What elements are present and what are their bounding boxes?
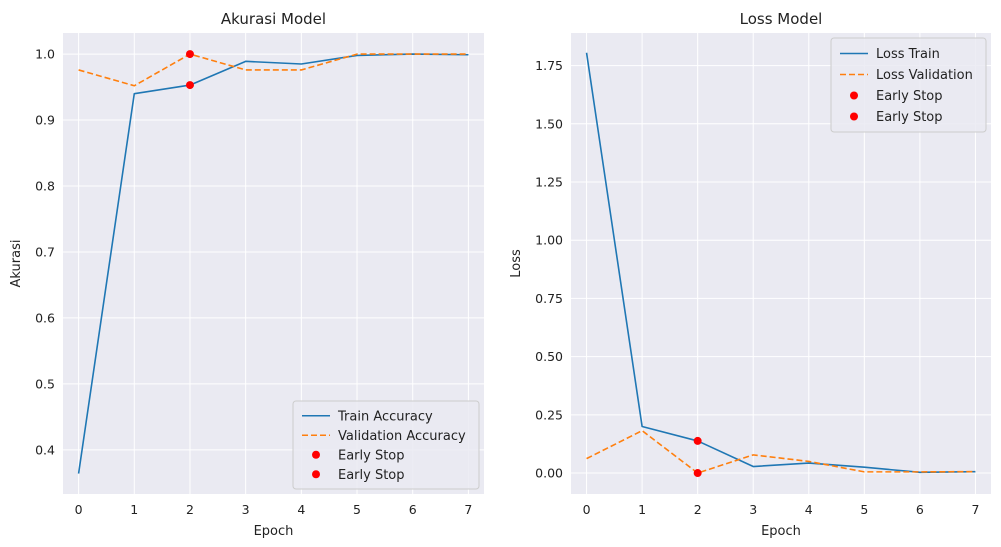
legend-label: Loss Train (876, 47, 940, 62)
x-tick-label: 6 (409, 502, 417, 517)
y-tick-label: 0.5 (35, 376, 55, 391)
chart-title: Loss Model (740, 10, 823, 28)
legend-label: Validation Accuracy (338, 429, 466, 444)
chart-panel-1: 0 1 2 3 4 5 6 7 0.4 0.5 0.6 0.7 0.8 0.9 1.0 Akurasi Mod… (9, 10, 484, 539)
x-tick-label: 2 (694, 502, 702, 517)
y-tick-label: 0.75 (535, 291, 563, 306)
y-tick-label: 1.00 (535, 233, 563, 248)
y-tick-label: 0.7 (35, 244, 55, 259)
x-tick-label: 0 (75, 502, 83, 517)
y-axis-label: Akurasi (9, 240, 24, 288)
legend: Train Accuracy Validation Accuracy Early S… (292, 400, 480, 490)
y-tick-label: 0.50 (535, 349, 563, 364)
x-axis-label: Epoch (254, 524, 294, 539)
legend-label: Loss Validation (876, 68, 973, 83)
y-tick-label: 0.8 (35, 179, 55, 194)
legend: Loss Train Loss Validation Early Stop Early… (830, 37, 987, 133)
chart-panel-2: 0 1 2 3 4 5 6 7 0.00 0.25 0.50 0.75 1.00 1.25 1.50 1.75… (509, 10, 991, 539)
chart-title: Akurasi Model (221, 10, 326, 28)
legend-swatch-marker (312, 470, 320, 479)
early-stop-marker (185, 81, 194, 90)
x-tick-label: 7 (464, 502, 472, 517)
early-stop-marker (693, 436, 702, 445)
x-axis-label: Epoch (761, 524, 801, 539)
x-tick-label: 2 (186, 502, 194, 517)
x-tick-label: 5 (860, 502, 868, 517)
legend-label: Train Accuracy (337, 409, 433, 424)
x-tick-label: 5 (353, 502, 361, 517)
series-line-2 (586, 429, 976, 474)
legend-box (292, 400, 480, 490)
legend-label: Early Stop (876, 89, 943, 104)
legend-label: Early Stop (338, 468, 405, 483)
y-tick-label: 1.0 (35, 47, 55, 62)
x-tick-label: 6 (916, 502, 924, 517)
legend-label: Early Stop (338, 448, 405, 463)
series-line-2 (78, 53, 469, 87)
x-tick-label: 1 (130, 502, 138, 517)
series-line-1 (77, 53, 469, 474)
x-tick-label: 3 (749, 502, 757, 517)
series-line-1 (585, 52, 976, 474)
x-tick-label: 0 (583, 502, 591, 517)
y-tick-label: 0.9 (35, 113, 55, 128)
y-tick-label: 0.4 (35, 442, 55, 457)
legend-swatch-marker (850, 112, 858, 121)
x-tick-label: 1 (638, 502, 646, 517)
x-tick-label: 3 (242, 502, 250, 517)
y-tick-label: 0.25 (535, 407, 563, 422)
early-stop-marker (185, 50, 194, 59)
legend-swatch-marker (850, 91, 858, 100)
y-tick-label: 1.75 (535, 58, 563, 73)
x-tick-label: 4 (297, 502, 305, 517)
legend-label: Early Stop (876, 110, 943, 125)
y-tick-label: 0.6 (35, 310, 55, 325)
x-tick-label: 7 (971, 502, 979, 517)
x-tick-label: 4 (805, 502, 813, 517)
y-tick-label: 1.50 (535, 116, 563, 131)
legend-box (830, 37, 987, 133)
y-tick-label: 1.25 (535, 175, 563, 190)
legend-swatch-marker (312, 450, 320, 459)
y-tick-label: 0.00 (535, 466, 563, 481)
early-stop-marker (693, 469, 702, 478)
y-axis-label: Loss (509, 249, 524, 278)
